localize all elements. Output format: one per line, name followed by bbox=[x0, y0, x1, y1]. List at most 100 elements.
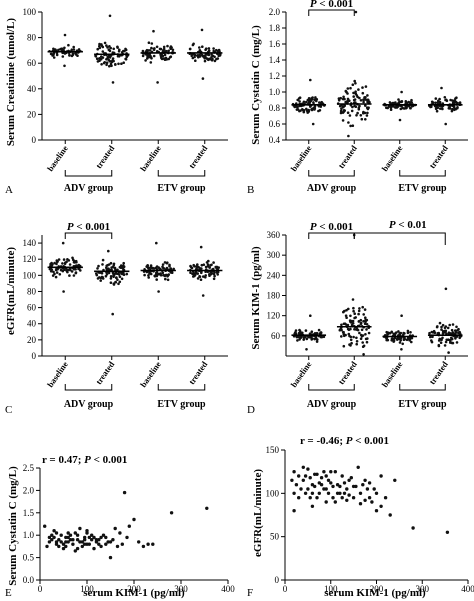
data-point bbox=[454, 100, 458, 104]
data-point bbox=[446, 326, 450, 330]
data-point bbox=[357, 309, 361, 313]
data-point bbox=[367, 331, 371, 335]
data-point bbox=[113, 526, 117, 531]
data-point bbox=[68, 54, 71, 57]
group-bracket bbox=[399, 384, 446, 391]
panel-b: Serum Cystatin C (mg/L) B 0.4 0.6 0.8 1.0 1.… bbox=[247, 0, 468, 196]
data-point bbox=[198, 53, 202, 57]
panel-a-letter: A bbox=[5, 184, 13, 196]
data-point bbox=[141, 54, 145, 58]
data-point bbox=[303, 474, 308, 478]
data-point bbox=[200, 263, 204, 267]
data-point bbox=[298, 100, 301, 103]
significance-label: P < 0.001 bbox=[310, 0, 353, 10]
data-point bbox=[152, 47, 156, 51]
data-point bbox=[61, 55, 65, 58]
data-point bbox=[189, 264, 192, 268]
data-point bbox=[68, 274, 71, 277]
data-point bbox=[201, 294, 205, 297]
data-point bbox=[350, 109, 354, 113]
data-point bbox=[167, 49, 170, 53]
data-point bbox=[50, 261, 53, 265]
data-point bbox=[169, 271, 173, 274]
data-point bbox=[310, 504, 315, 508]
data-point bbox=[107, 249, 110, 253]
data-point bbox=[53, 272, 56, 276]
data-point bbox=[409, 331, 412, 334]
data-point bbox=[159, 53, 162, 56]
data-point bbox=[47, 535, 52, 540]
y-tick-label: 60 bbox=[271, 331, 281, 341]
data-point bbox=[165, 49, 168, 53]
data-point bbox=[163, 274, 167, 278]
data-point bbox=[379, 474, 383, 478]
data-point bbox=[397, 101, 401, 105]
data-point bbox=[101, 533, 106, 537]
data-point bbox=[349, 338, 353, 342]
data-point bbox=[114, 63, 117, 66]
data-point bbox=[351, 496, 356, 500]
data-point bbox=[64, 544, 68, 549]
data-point bbox=[451, 107, 454, 111]
data-point bbox=[48, 267, 52, 271]
data-point bbox=[155, 278, 158, 281]
data-point bbox=[150, 42, 154, 45]
data-point bbox=[342, 491, 347, 495]
data-point bbox=[358, 502, 363, 506]
data-point bbox=[309, 78, 312, 82]
data-point bbox=[363, 322, 367, 326]
data-point bbox=[386, 338, 390, 342]
panel-e-xlabel: serum KIM-1 (pg/ml) bbox=[83, 587, 185, 599]
data-point bbox=[64, 540, 68, 544]
data-point bbox=[196, 277, 200, 280]
data-point bbox=[430, 339, 433, 342]
data-point bbox=[374, 491, 379, 495]
data-point bbox=[401, 342, 405, 346]
data-point bbox=[112, 264, 115, 267]
data-point bbox=[107, 271, 111, 275]
data-point bbox=[106, 46, 109, 49]
data-point bbox=[383, 496, 388, 500]
data-point bbox=[365, 114, 369, 117]
data-point bbox=[161, 271, 165, 275]
data-point bbox=[204, 265, 208, 269]
data-point bbox=[116, 278, 119, 282]
data-point bbox=[52, 47, 55, 51]
data-point bbox=[111, 271, 115, 275]
data-point bbox=[311, 337, 314, 340]
data-point bbox=[358, 491, 363, 495]
data-point bbox=[74, 271, 78, 274]
data-point bbox=[98, 44, 101, 48]
data-point bbox=[117, 282, 120, 286]
data-point bbox=[389, 108, 393, 111]
data-point bbox=[372, 487, 376, 491]
panel-a: Serum Creatinine (umol/L) A 0 20 40 60 80 100… bbox=[5, 7, 228, 196]
data-point bbox=[96, 277, 100, 280]
data-point bbox=[76, 54, 79, 57]
data-point bbox=[361, 86, 364, 89]
data-point bbox=[347, 307, 350, 311]
group-bracket bbox=[308, 170, 355, 177]
data-point bbox=[106, 55, 109, 59]
data-point bbox=[75, 538, 80, 542]
data-point bbox=[319, 483, 324, 487]
group-bracket bbox=[64, 384, 113, 391]
x-tick-label: 400 bbox=[461, 584, 474, 594]
data-point bbox=[127, 524, 131, 528]
data-point bbox=[326, 491, 331, 495]
y-tick-label: 1.5 bbox=[23, 508, 35, 518]
data-point bbox=[349, 344, 352, 347]
data-point bbox=[117, 62, 120, 66]
data-point bbox=[458, 336, 462, 340]
data-point bbox=[190, 54, 193, 58]
data-point bbox=[364, 118, 367, 121]
data-point bbox=[107, 48, 111, 52]
data-point bbox=[108, 555, 113, 560]
data-point bbox=[90, 538, 94, 542]
data-point bbox=[357, 106, 361, 110]
data-point bbox=[342, 110, 346, 113]
data-point bbox=[342, 344, 346, 348]
data-point bbox=[310, 108, 314, 112]
data-point bbox=[331, 484, 335, 489]
data-point bbox=[297, 331, 301, 335]
